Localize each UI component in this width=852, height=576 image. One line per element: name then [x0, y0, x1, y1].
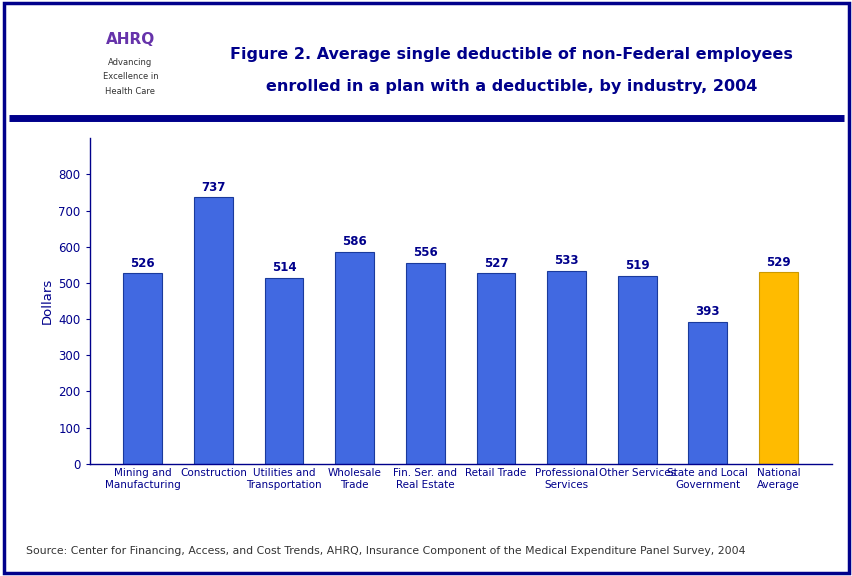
- Text: 586: 586: [342, 235, 366, 248]
- Bar: [124, 274, 162, 464]
- Text: 519: 519: [625, 259, 648, 272]
- Text: Advancing: Advancing: [108, 58, 153, 67]
- Text: 533: 533: [554, 255, 579, 267]
- Bar: [617, 276, 656, 464]
- Bar: [77, 20, 184, 110]
- Y-axis label: Dollars: Dollars: [41, 278, 54, 324]
- Bar: [264, 278, 303, 464]
- Bar: [406, 263, 444, 464]
- Text: 529: 529: [765, 256, 790, 269]
- Text: 526: 526: [130, 257, 155, 270]
- Text: Figure 2. Average single deductible of non-Federal employees: Figure 2. Average single deductible of n…: [230, 47, 792, 62]
- Text: 556: 556: [412, 246, 437, 259]
- Text: Health Care: Health Care: [105, 86, 155, 96]
- Bar: [688, 321, 727, 464]
- Bar: [335, 252, 374, 464]
- Text: AHRQ: AHRQ: [106, 32, 155, 47]
- Bar: [193, 197, 233, 464]
- Text: enrolled in a plan with a deductible, by industry, 2004: enrolled in a plan with a deductible, by…: [266, 79, 757, 94]
- Bar: [546, 271, 585, 464]
- Text: Excellence in: Excellence in: [102, 73, 158, 81]
- Bar: [758, 272, 797, 464]
- Text: 514: 514: [272, 261, 296, 274]
- Text: 737: 737: [201, 180, 225, 194]
- Text: 393: 393: [695, 305, 719, 318]
- Text: Source: Center for Financing, Access, and Cost Trends, AHRQ, Insurance Component: Source: Center for Financing, Access, an…: [26, 546, 744, 556]
- Text: 527: 527: [483, 256, 508, 270]
- Bar: [476, 273, 515, 464]
